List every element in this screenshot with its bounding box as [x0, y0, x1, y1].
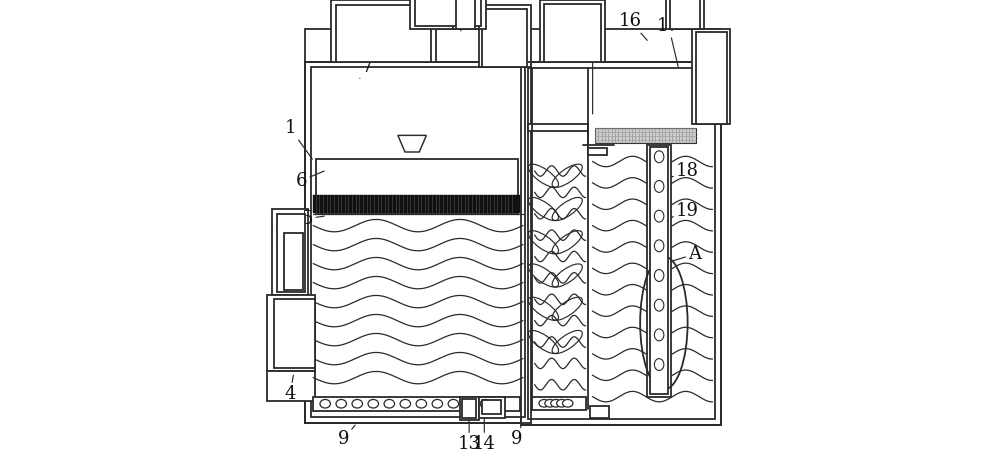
Polygon shape — [398, 135, 426, 152]
Bar — [532, 397, 586, 410]
Bar — [305, 62, 531, 423]
Bar — [305, 28, 531, 62]
Text: 16: 16 — [619, 12, 647, 40]
Bar — [670, 0, 700, 28]
Bar — [311, 67, 525, 417]
Text: 12: 12 — [485, 14, 508, 50]
Bar — [316, 159, 518, 214]
Bar — [336, 5, 431, 62]
Bar — [528, 68, 715, 419]
Bar — [313, 195, 520, 213]
Bar — [284, 233, 303, 290]
Ellipse shape — [654, 270, 664, 282]
Bar — [410, 0, 486, 28]
Ellipse shape — [368, 399, 378, 408]
Bar — [415, 0, 481, 26]
Text: 13: 13 — [458, 416, 481, 453]
Text: 5: 5 — [302, 209, 324, 228]
Bar — [452, 0, 479, 28]
Text: 4: 4 — [284, 375, 296, 403]
Ellipse shape — [654, 240, 664, 252]
Ellipse shape — [448, 399, 459, 408]
Bar — [590, 406, 609, 418]
Bar — [277, 214, 305, 292]
Bar — [274, 299, 315, 368]
Ellipse shape — [654, 299, 664, 311]
Ellipse shape — [654, 151, 664, 162]
Text: 19: 19 — [669, 202, 699, 220]
Bar — [544, 4, 601, 62]
Ellipse shape — [336, 399, 346, 408]
Text: 18: 18 — [669, 162, 699, 180]
Ellipse shape — [557, 399, 567, 407]
Ellipse shape — [480, 399, 491, 408]
Text: 6: 6 — [296, 171, 324, 190]
Bar — [267, 370, 315, 401]
Ellipse shape — [464, 399, 475, 408]
Bar — [482, 400, 501, 414]
Bar — [588, 148, 607, 155]
Bar — [482, 9, 527, 67]
Ellipse shape — [320, 399, 330, 408]
Text: 10: 10 — [446, 12, 469, 31]
Ellipse shape — [432, 399, 443, 408]
Bar — [479, 397, 505, 418]
Ellipse shape — [384, 399, 395, 408]
Text: 9: 9 — [338, 425, 355, 448]
Bar — [692, 28, 730, 124]
Ellipse shape — [545, 399, 555, 407]
Bar — [647, 145, 671, 397]
Bar — [272, 209, 308, 294]
Ellipse shape — [654, 359, 664, 370]
Ellipse shape — [654, 180, 664, 192]
Bar — [460, 397, 479, 420]
Bar — [456, 0, 475, 28]
Bar — [313, 397, 520, 411]
Bar — [267, 294, 315, 370]
Ellipse shape — [654, 329, 664, 341]
Text: 15: 15 — [581, 17, 604, 114]
Ellipse shape — [563, 399, 573, 407]
Text: A: A — [664, 245, 701, 264]
Bar — [528, 124, 588, 131]
Text: 1: 1 — [284, 119, 312, 159]
Text: 7: 7 — [360, 57, 373, 78]
Bar — [462, 399, 476, 418]
Bar — [666, 0, 704, 28]
Bar — [331, 0, 436, 62]
Ellipse shape — [654, 210, 664, 222]
Ellipse shape — [416, 399, 427, 408]
Bar — [595, 128, 696, 143]
Ellipse shape — [400, 399, 411, 408]
Bar — [650, 147, 668, 394]
Text: 14: 14 — [473, 416, 496, 453]
Text: 3: 3 — [272, 304, 289, 323]
Ellipse shape — [551, 399, 561, 407]
Text: 9: 9 — [511, 425, 522, 448]
Ellipse shape — [352, 399, 362, 408]
Text: 2: 2 — [275, 228, 304, 247]
Bar — [521, 62, 721, 425]
Text: 8: 8 — [405, 17, 420, 36]
Ellipse shape — [539, 399, 549, 407]
Text: 17: 17 — [657, 17, 680, 66]
Bar — [540, 0, 604, 62]
Bar — [696, 32, 727, 124]
Text: 11: 11 — [543, 17, 566, 57]
Bar — [521, 28, 721, 62]
Bar — [479, 5, 531, 67]
